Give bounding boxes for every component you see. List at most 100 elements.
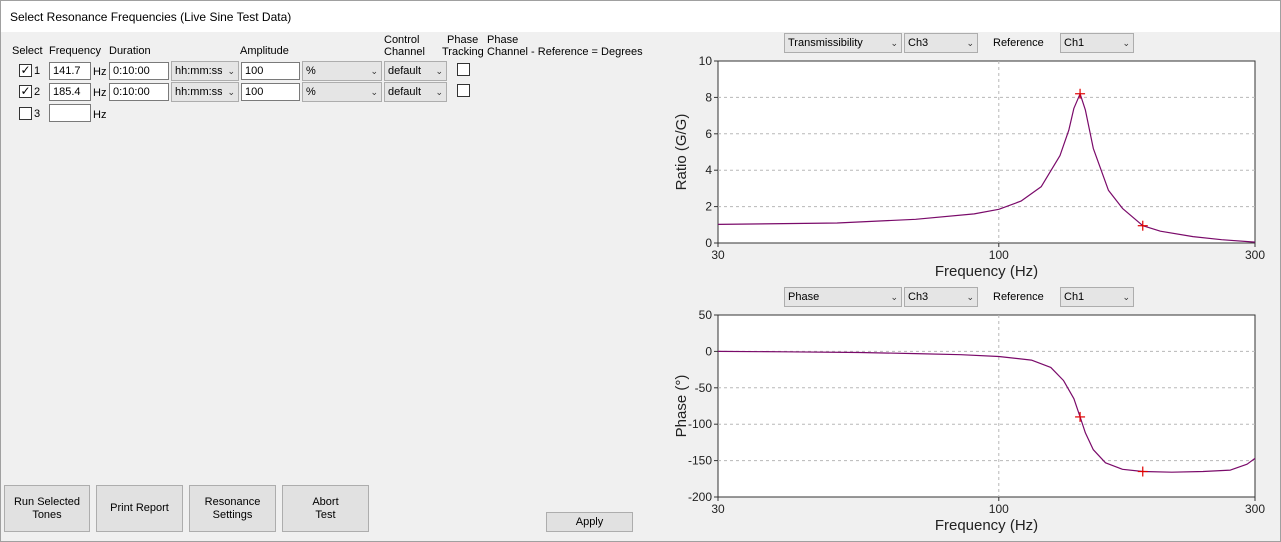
y-tick-label: 50 [699,308,713,322]
apply-button[interactable]: Apply [546,512,633,532]
y-tick-label: 10 [699,54,713,68]
header-phase-tracking-1: Phase [447,34,479,46]
row-2-duration-unit-value: hh:mm:ss [175,86,222,98]
x-tick-label: 100 [989,502,1009,516]
row-2-control-channel-select[interactable]: default ⌄ [384,82,447,102]
window-title: Select Resonance Frequencies (Live Sine … [10,10,292,24]
header-control-2: Channel [384,46,425,58]
transmissibility-chart: 0 2 4 6 8 10 30 100 300 Frequency (Hz) Ratio (G/G) [673,54,1265,280]
resonance-marker [1075,88,1086,99]
y-axis-label: Phase (°) [673,375,690,438]
bottom-reference-select[interactable]: Ch1 ⌄ [1060,287,1134,307]
row-1-amplitude-unit-select[interactable]: % ⌄ [302,61,382,81]
row-2-frequency-input[interactable]: 185.4 [49,83,91,101]
row-1-select-checkbox[interactable]: ✓ [19,63,32,77]
header-phase-channel-2: Channel - Reference = Degrees [487,46,643,58]
top-measure-value: Transmissibility [788,37,863,49]
x-axis-label: Frequency (Hz) [935,517,1038,534]
top-reference-value: Ch1 [1064,37,1085,49]
y-tick-label: -100 [688,417,712,431]
header-frequency: Frequency [49,45,101,57]
run-selected-tones-button[interactable]: Run Selected Tones [4,485,90,532]
chevron-down-icon: ⌄ [1122,38,1130,48]
header-phase-channel-1: Phase [487,34,519,46]
abort-label-1: Abort [312,495,339,508]
bottom-channel-select[interactable]: Ch3 ⌄ [904,287,978,307]
row-2-select-checkbox[interactable]: ✓ [19,84,32,98]
y-tick-label: 6 [705,127,712,141]
header-duration: Duration [109,45,151,57]
header-amplitude: Amplitude [240,45,289,57]
chevron-down-icon: ⌄ [370,87,378,97]
y-tick-label: 8 [705,90,712,104]
title-bar: Select Resonance Frequencies (Live Sine … [1,1,1280,32]
row-1-amplitude-input[interactable]: 100 [241,62,300,80]
header-select: Select [12,45,43,57]
row-1-control-channel-select[interactable]: default ⌄ [384,61,447,81]
chevron-down-icon: ⌄ [435,87,443,97]
row-3-number: 3 [34,108,41,120]
y-tick-label: -50 [695,381,713,395]
top-channel-value: Ch3 [908,37,929,49]
run-label-1: Run Selected [13,495,81,508]
x-axis-label: Frequency (Hz) [935,263,1038,280]
header-control-1: Control [384,34,420,46]
res-label-2: Settings [212,508,253,521]
resonance-marker [1075,411,1086,422]
row-1-phase-tracking-checkbox[interactable] [457,63,470,76]
y-axis-label: Ratio (G/G) [673,114,690,191]
run-label-2: Tones [32,508,62,521]
y-tick-label: 0 [705,236,712,250]
series-line [717,93,1256,243]
row-1-number: 1 [34,65,41,77]
x-tick-label: 30 [711,248,725,262]
x-tick-label: 300 [1245,502,1265,516]
row-3-select-checkbox[interactable] [19,107,32,120]
bottom-measure-select[interactable]: Phase ⌄ [784,287,902,307]
row-3-hz-label: Hz [93,109,107,121]
chevron-down-icon: ⌄ [1122,292,1130,302]
y-tick-label: 0 [705,344,712,358]
resonance-settings-button[interactable]: Resonance Settings [189,485,276,532]
plot-area [717,60,1256,244]
top-channel-select[interactable]: Ch3 ⌄ [904,33,978,53]
row-2-control-value: default [388,86,422,98]
resonance-marker [1137,220,1148,231]
x-tick-label: 300 [1245,248,1265,262]
chevron-down-icon: ⌄ [227,87,235,97]
row-1-control-value: default [388,65,422,77]
header-phase-tracking-2: Tracking [442,46,484,58]
print-report-button[interactable]: Print Report [96,485,183,532]
y-tick-label: -150 [688,454,712,468]
row-2-phase-tracking-checkbox[interactable] [457,84,470,97]
abort-test-button[interactable]: Abort Test [282,485,369,532]
row-1-hz-label: Hz [93,66,107,78]
row-3-frequency-input[interactable] [49,104,91,122]
resonance-marker [1137,466,1148,477]
row-2-amp-unit-value: % [306,86,316,98]
top-reference-select[interactable]: Ch1 ⌄ [1060,33,1134,53]
chevron-down-icon: ⌄ [890,292,898,302]
row-2-amplitude-unit-select[interactable]: % ⌄ [302,82,382,102]
chevron-down-icon: ⌄ [966,292,974,302]
bottom-reference-label: Reference [993,291,1044,303]
row-2-hz-label: Hz [93,87,107,99]
x-tick-label: 30 [711,502,725,516]
row-2-duration-input[interactable]: 0:10:00 [109,83,169,101]
row-1-duration-unit-value: hh:mm:ss [175,65,222,77]
chevron-down-icon: ⌄ [966,38,974,48]
row-1-frequency-input[interactable]: 141.7 [49,62,91,80]
chevron-down-icon: ⌄ [370,66,378,76]
chevron-down-icon: ⌄ [435,66,443,76]
row-2-amplitude-input[interactable]: 100 [241,83,300,101]
row-1-duration-unit-select[interactable]: hh:mm:ss ⌄ [171,61,239,81]
y-tick-label: 4 [705,163,712,177]
top-measure-select[interactable]: Transmissibility ⌄ [784,33,902,53]
row-1-amp-unit-value: % [306,65,316,77]
bottom-reference-value: Ch1 [1064,291,1085,303]
row-2-duration-unit-select[interactable]: hh:mm:ss ⌄ [171,82,239,102]
abort-label-2: Test [315,508,336,521]
row-1-duration-input[interactable]: 0:10:00 [109,62,169,80]
